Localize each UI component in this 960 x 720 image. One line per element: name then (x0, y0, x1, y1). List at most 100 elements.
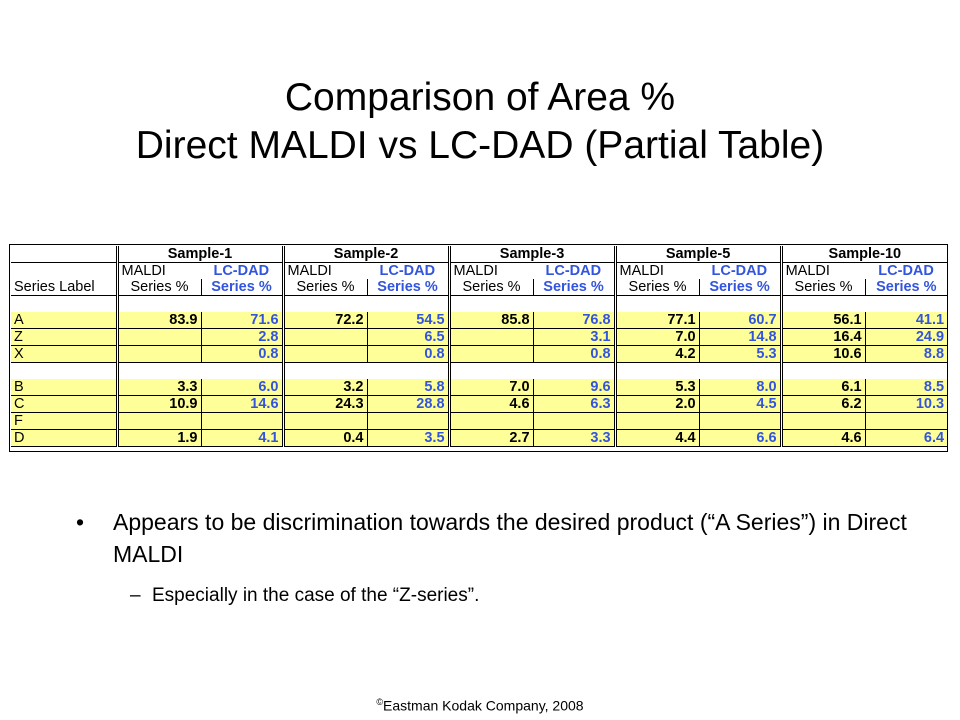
maldi-value-cell: 85.8 (447, 312, 534, 329)
lcdad-value-cell: 8.8 (864, 345, 948, 363)
lcdad-header: LC-DAD (201, 262, 284, 279)
maldi-header: MALDI (447, 262, 534, 279)
lcdad-value-cell: 2.8 (200, 328, 284, 346)
maldi-value-cell: 2.0 (613, 395, 700, 413)
lcdad-value-cell: 4.5 (698, 395, 782, 413)
maldi-value-cell: 3.3 (115, 379, 201, 396)
spacer-cell (201, 363, 283, 380)
spacer-cell (699, 363, 781, 380)
spacer-cell (115, 362, 201, 379)
sample-header-row: Sample-1 Sample-2 Sample-3 Sample-5 Samp… (11, 246, 948, 263)
lcdad-value-cell: 71.6 (200, 312, 284, 329)
maldi-value-cell: 7.0 (447, 379, 534, 396)
spacer-cell (699, 296, 781, 313)
title-line-1: Comparison of Area % (284, 76, 676, 119)
table-row: A 83.9 71.6 72.2 54.5 85.8 76.8 77.1 60.7 56.1 41.… (11, 312, 948, 329)
maldi-value-cell: 6.1 (779, 379, 866, 396)
lcdad-series-pct-header: Series % (366, 279, 450, 296)
lcdad-value-cell: 3.3 (532, 429, 616, 447)
maldi-header: MALDI (613, 262, 700, 279)
series-label-header: Series Label (11, 279, 117, 296)
spacer-cell (533, 363, 615, 380)
maldi-value-cell: 4.2 (613, 345, 700, 363)
maldi-value-cell (613, 412, 700, 430)
maldi-value-cell: 3.2 (281, 379, 368, 396)
maldi-series-pct-header: Series % (115, 279, 201, 296)
lcdad-value-cell: 0.8 (200, 345, 284, 363)
comparison-table-frame: Sample-1 Sample-2 Sample-3 Sample-5 Samp… (9, 244, 948, 452)
maldi-header: MALDI (115, 262, 201, 279)
spacer-cell (447, 362, 534, 379)
spacer-cell (11, 363, 117, 380)
lcdad-value-cell: 0.8 (532, 345, 616, 363)
lcdad-value-cell: 8.5 (864, 379, 948, 396)
maldi-value-cell (281, 328, 368, 346)
maldi-value-cell: 4.4 (613, 429, 700, 447)
maldi-value-cell: 7.0 (613, 328, 700, 346)
slide-title: Comparison of Area % Direct MALDI vs LC-… (0, 74, 960, 170)
spacer-row (11, 362, 947, 380)
maldi-value-cell: 10.6 (779, 345, 866, 363)
lcdad-value-cell: 4.1 (200, 429, 284, 447)
spacer-cell (533, 296, 615, 313)
lcdad-value-cell: 60.7 (698, 312, 782, 329)
lcdad-series-pct-header: Series % (864, 279, 948, 296)
lcdad-header: LC-DAD (367, 262, 450, 279)
table-row: D 1.9 4.1 0.4 3.5 2.7 3.3 4.4 6.6 4.6 6.4 (11, 429, 948, 447)
spacer-cell (779, 362, 866, 379)
lcdad-value-cell: 5.3 (698, 345, 782, 363)
spacer-cell (865, 363, 947, 380)
spacer-row (11, 295, 947, 313)
bullet-list: • Appears to be discrimination towards t… (76, 506, 936, 608)
copyright-footer: ©Eastman Kodak Company, 2008 (0, 697, 960, 714)
copyright-symbol: © (376, 697, 384, 707)
table-row: F (11, 412, 948, 430)
series-header-row: Series Label Series % Series % Series % … (11, 279, 948, 296)
lcdad-value-cell: 9.6 (532, 379, 616, 396)
maldi-header: MALDI (281, 262, 368, 279)
spacer-cell (11, 296, 117, 313)
sub-bullet-text: Especially in the case of the “Z-series”… (152, 585, 480, 606)
lcdad-value-cell (200, 412, 284, 430)
maldi-value-cell (447, 412, 534, 430)
maldi-value-cell: 5.3 (613, 379, 700, 396)
lcdad-value-cell: 24.9 (864, 328, 948, 346)
lcdad-value-cell: 14.8 (698, 328, 782, 346)
lcdad-value-cell: 8.0 (698, 379, 782, 396)
blank-header-cell (11, 246, 117, 263)
maldi-value-cell: 2.7 (447, 429, 534, 447)
maldi-value-cell (779, 412, 866, 430)
sub-bullet-item: – Especially in the case of the “Z-serie… (76, 584, 936, 608)
series-label-cell: C (11, 395, 117, 413)
lcdad-value-cell (366, 412, 450, 430)
comparison-table: Sample-1 Sample-2 Sample-3 Sample-5 Samp… (11, 246, 948, 447)
maldi-value-cell: 24.3 (281, 395, 368, 413)
series-label-cell: D (11, 429, 117, 447)
table-row: C 10.9 14.6 24.3 28.8 4.6 6.3 2.0 4.5 6.2 10.3 (11, 395, 948, 413)
maldi-value-cell: 4.6 (779, 429, 866, 447)
lcdad-header: LC-DAD (533, 262, 616, 279)
maldi-value-cell: 56.1 (779, 312, 866, 329)
spacer-cell (201, 296, 283, 313)
lcdad-value-cell: 0.8 (366, 345, 450, 363)
maldi-value-cell: 4.6 (447, 395, 534, 413)
lcdad-value-cell: 3.1 (532, 328, 616, 346)
maldi-value-cell (115, 345, 201, 363)
lcdad-value-cell: 5.8 (366, 379, 450, 396)
series-label-cell: F (11, 412, 117, 430)
lcdad-value-cell: 6.4 (864, 429, 948, 447)
spacer-cell (613, 362, 700, 379)
sample-header: Sample-3 (447, 246, 616, 263)
maldi-series-pct-header: Series % (447, 279, 534, 296)
bullet-dot-icon: • (76, 509, 85, 535)
lcdad-value-cell: 6.6 (698, 429, 782, 447)
table-row: Z 2.8 6.5 3.1 7.0 14.8 16.4 24.9 (11, 328, 948, 346)
maldi-value-cell: 1.9 (115, 429, 201, 447)
maldi-value-cell: 72.2 (281, 312, 368, 329)
maldi-value-cell: 16.4 (779, 328, 866, 346)
maldi-value-cell (281, 412, 368, 430)
sample-header: Sample-1 (115, 246, 284, 263)
lcdad-value-cell (532, 412, 616, 430)
lcdad-series-pct-header: Series % (532, 279, 616, 296)
maldi-value-cell (281, 345, 368, 363)
